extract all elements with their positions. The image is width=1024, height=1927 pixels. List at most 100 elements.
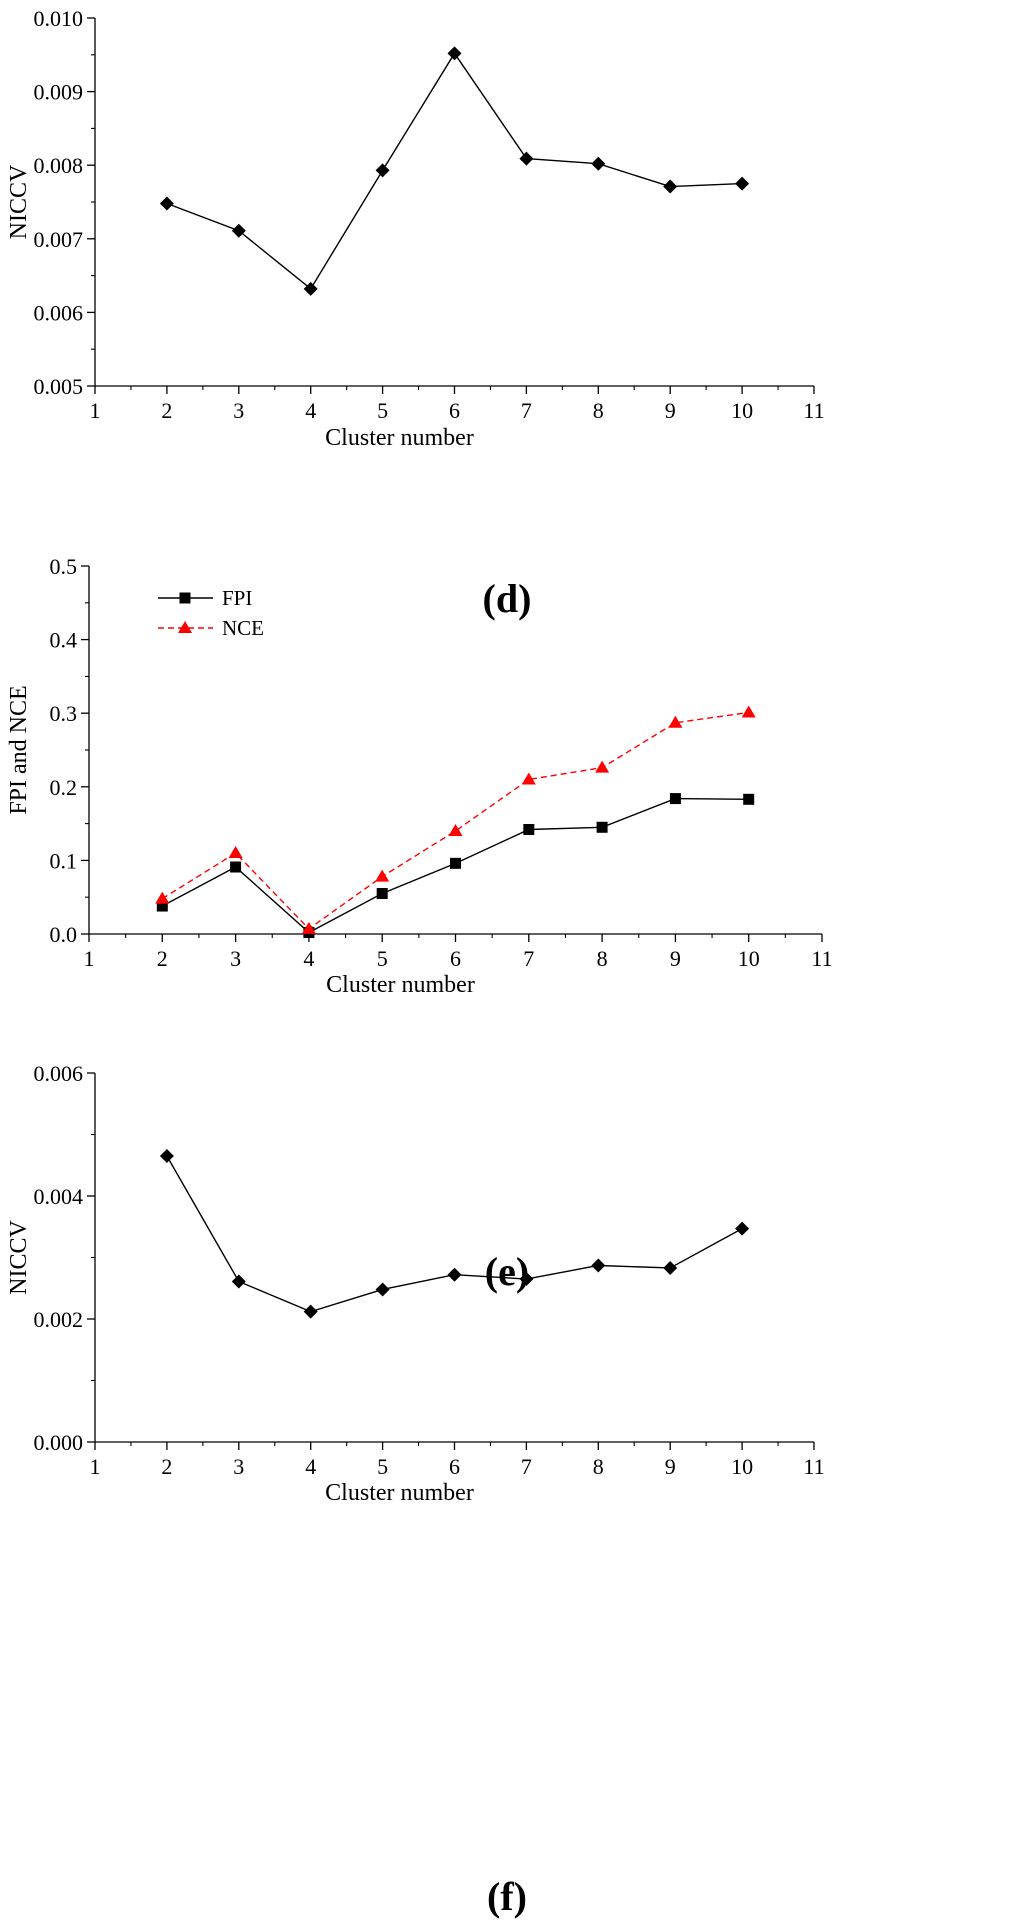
e-x-tick-label: 4 — [303, 946, 314, 971]
e-y-tick-label: 0.2 — [50, 775, 78, 800]
e-data-point-nce — [228, 846, 243, 859]
e-x-tick-label: 10 — [738, 946, 760, 971]
e-data-point-nce — [741, 705, 756, 718]
panel-e-label: (e) — [485, 1249, 529, 1294]
f-data-point — [231, 1274, 246, 1289]
d-series-line-niccv — [166, 52, 743, 290]
d-data-point — [303, 281, 318, 296]
panel-f-label: (f) — [487, 1874, 527, 1919]
d-x-tick-label: 5 — [377, 398, 388, 423]
d-y-tick-label: 0.010 — [34, 6, 84, 31]
e-series-line-nce — [161, 711, 749, 930]
d-x-tick-label: 4 — [305, 398, 316, 423]
e-x-axis-title: Cluster number — [326, 972, 475, 998]
e-y-tick-label: 0.5 — [50, 554, 78, 579]
e-data-point-nce — [521, 772, 536, 785]
e-y-tick-label: 0.4 — [50, 628, 78, 653]
f-data-point — [159, 1149, 174, 1164]
d-data-point — [375, 163, 390, 178]
e-x-tick-label: 7 — [523, 946, 534, 971]
e-y-tick-label: 0.1 — [50, 848, 78, 873]
d-data-point — [591, 156, 606, 171]
f-x-tick-label: 1 — [90, 1454, 101, 1479]
d-x-tick-label: 3 — [233, 398, 244, 423]
e-data-point-nce — [375, 869, 390, 882]
f-y-axis-title: NICCV — [6, 1219, 32, 1294]
f-data-point — [519, 1272, 534, 1287]
f-data-point — [591, 1258, 606, 1273]
d-x-tick-label: 2 — [161, 398, 172, 423]
d-y-tick-label: 0.008 — [34, 153, 84, 178]
e-x-tick-label: 5 — [377, 946, 388, 971]
legend-label-nce: NCE — [222, 616, 264, 640]
panel-e-chart: 1 2 3 4 5 6 7 8 9 10 11 0.0 0.1 0.2 0.3 0.4 0.5 Cluster n… — [6, 554, 833, 998]
e-data-point-nce — [448, 823, 463, 836]
f-y-tick-label: 0.000 — [34, 1430, 84, 1455]
e-data-point-fpi — [376, 888, 388, 900]
e-data-point-fpi — [669, 793, 681, 805]
d-x-tick-label: 11 — [803, 398, 824, 423]
e-data-point-fpi — [450, 857, 461, 869]
e-data-point-nce — [595, 760, 610, 773]
d-x-tick-label: 1 — [90, 398, 101, 423]
f-x-tick-label: 4 — [305, 1454, 316, 1479]
d-data-point — [447, 46, 462, 61]
f-x-tick-label: 7 — [521, 1454, 532, 1479]
f-x-tick-label: 9 — [665, 1454, 676, 1479]
e-data-point-fpi — [743, 793, 755, 805]
e-data-point-nce — [668, 715, 683, 728]
d-x-tick-label: 7 — [521, 398, 532, 423]
f-series-line-niccv — [166, 1155, 743, 1313]
e-data-point-fpi — [156, 900, 168, 912]
f-y-tick-label: 0.004 — [34, 1184, 84, 1209]
d-y-tick-label: 0.009 — [34, 80, 84, 105]
f-x-tick-label: 3 — [233, 1454, 244, 1479]
f-x-tick-label: 5 — [377, 1454, 388, 1479]
legend-marker-fpi — [179, 592, 191, 604]
d-x-tick-label: 9 — [665, 398, 676, 423]
e-x-tick-label: 6 — [450, 946, 461, 971]
d-y-axis-title: NICCV — [6, 164, 32, 239]
legend-label-fpi: FPI — [222, 586, 252, 610]
e-x-tick-label: 11 — [811, 946, 832, 971]
d-data-point — [159, 196, 174, 211]
f-y-tick-label: 0.002 — [34, 1307, 84, 1332]
e-data-point-fpi — [230, 861, 242, 873]
d-y-tick-label: 0.006 — [34, 300, 84, 325]
f-data-point — [375, 1282, 390, 1297]
d-y-tick-label: 0.005 — [34, 374, 84, 399]
d-data-point — [519, 151, 534, 166]
f-y-tick-label: 0.006 — [34, 1061, 84, 1086]
e-y-tick-label: 0.3 — [50, 701, 78, 726]
f-x-tick-label: 8 — [593, 1454, 604, 1479]
f-data-point — [663, 1260, 678, 1275]
f-x-axis-title: Cluster number — [325, 1480, 474, 1506]
e-x-tick-label: 3 — [230, 946, 241, 971]
d-data-point — [231, 223, 246, 238]
panel-d-label: (d) — [483, 576, 532, 621]
f-x-tick-label: 10 — [731, 1454, 753, 1479]
d-y-tick-label: 0.007 — [34, 227, 84, 252]
e-x-tick-label: 2 — [157, 946, 168, 971]
f-x-tick-label: 11 — [803, 1454, 824, 1479]
panel-d-chart: 1 2 3 4 5 6 7 8 9 10 11 0.005 0.006 0.007 0.008 0.009 0.… — [6, 6, 825, 451]
e-data-point-nce — [155, 891, 170, 904]
e-x-tick-label: 8 — [597, 946, 608, 971]
d-x-tick-label: 10 — [731, 398, 753, 423]
e-x-tick-label: 1 — [84, 946, 95, 971]
e-data-point-fpi — [596, 821, 608, 833]
f-data-point — [447, 1267, 462, 1282]
d-data-point — [735, 176, 750, 191]
d-x-tick-label: 6 — [449, 398, 460, 423]
panel-f-chart: 1 2 3 4 5 6 7 8 9 10 11 0.000 0.002 0.004 0.006 Cluster… — [6, 1061, 825, 1506]
e-y-axis-title: FPI and NCE — [6, 685, 32, 814]
f-data-point — [735, 1221, 750, 1236]
f-data-point — [303, 1304, 318, 1319]
f-x-tick-label: 6 — [449, 1454, 460, 1479]
e-x-tick-label: 9 — [670, 946, 681, 971]
d-data-point — [663, 179, 678, 194]
d-x-axis-title: Cluster number — [325, 425, 474, 451]
d-x-tick-label: 8 — [593, 398, 604, 423]
legend-marker-nce — [178, 621, 192, 633]
